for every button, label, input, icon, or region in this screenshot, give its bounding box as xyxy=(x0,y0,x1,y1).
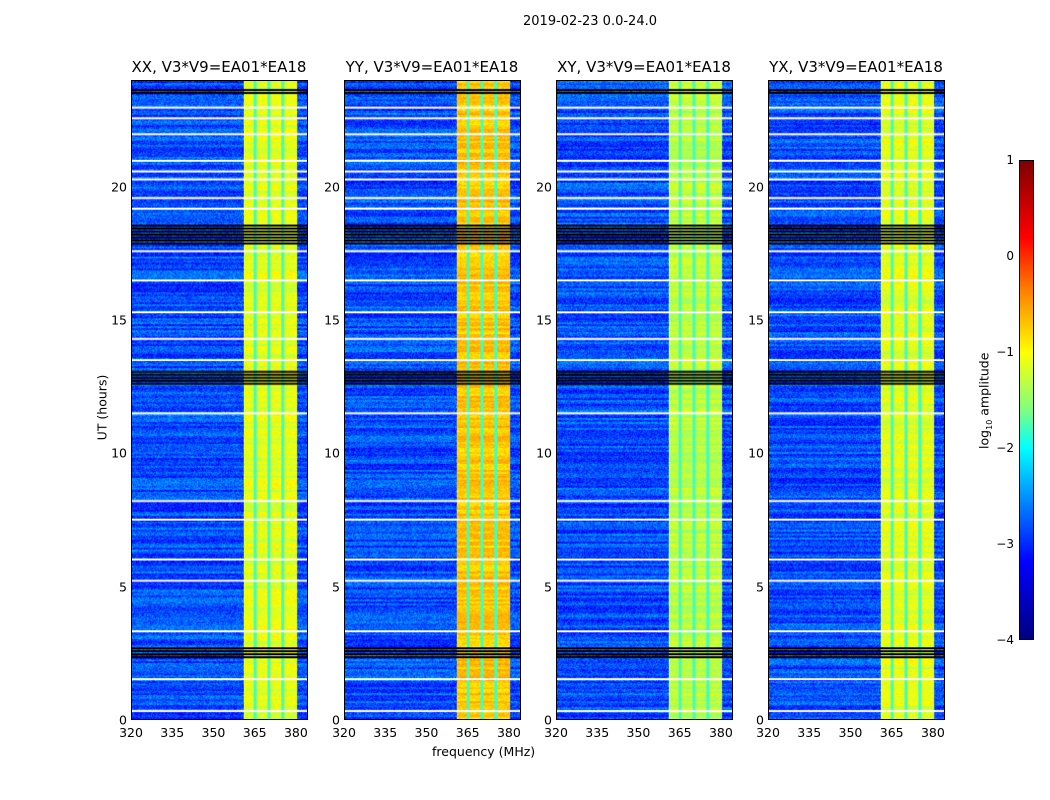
heatmap-panel xyxy=(344,80,521,720)
heatmap-panel xyxy=(131,80,308,720)
x-tick-label: 365 xyxy=(242,725,267,740)
y-tick-label: 15 xyxy=(324,312,340,328)
colorbar-label-log: log xyxy=(976,429,992,449)
y-tick-label: 10 xyxy=(748,445,764,461)
colorbar-tick-label: −4 xyxy=(996,633,1014,647)
y-tick-label: 20 xyxy=(748,179,764,195)
heatmap-image xyxy=(769,81,944,719)
x-tick-label: 320 xyxy=(756,725,780,740)
y-tick-label: 20 xyxy=(536,179,552,195)
x-axis-label: frequency (MHz) xyxy=(432,744,536,759)
x-tick-label: 365 xyxy=(455,725,480,740)
x-tick-label: 350 xyxy=(626,725,651,740)
x-tick-label: 350 xyxy=(201,725,226,740)
colorbar xyxy=(1019,160,1034,640)
x-tick-label: 365 xyxy=(667,725,692,740)
heatmap-panel xyxy=(556,80,733,720)
y-tick-label: 0 xyxy=(332,712,340,728)
colorbar-tick-label: −1 xyxy=(996,345,1014,359)
y-tick-label: 10 xyxy=(111,445,127,461)
x-tick-label: 380 xyxy=(283,725,308,740)
x-tick-label: 365 xyxy=(879,725,904,740)
y-tick-label: 5 xyxy=(544,579,552,595)
y-tick-label: 20 xyxy=(324,179,340,195)
y-tick-label: 5 xyxy=(756,579,764,595)
x-tick-label: 350 xyxy=(838,725,863,740)
panel-title: XX, V3*V9=EA01*EA18 xyxy=(131,58,307,76)
x-tick-label: 335 xyxy=(585,725,610,740)
colorbar-tick-label: −2 xyxy=(996,441,1014,455)
y-tick-label: 15 xyxy=(111,312,127,328)
panel-title: YY, V3*V9=EA01*EA18 xyxy=(345,58,519,76)
colorbar-label-sub: 10 xyxy=(984,419,994,430)
colorbar-label-rest: amplitude xyxy=(976,352,992,420)
y-tick-label: 0 xyxy=(756,712,764,728)
x-tick-label: 380 xyxy=(496,725,521,740)
x-tick-label: 380 xyxy=(920,725,945,740)
x-tick-label: 380 xyxy=(708,725,733,740)
colorbar-tick-label: 1 xyxy=(1006,153,1014,167)
x-tick-label: 335 xyxy=(373,725,398,740)
panel-title: YX, V3*V9=EA01*EA18 xyxy=(769,58,943,76)
y-tick-label: 10 xyxy=(324,445,340,461)
y-tick-label: 5 xyxy=(332,579,340,595)
y-tick-label: 15 xyxy=(536,312,552,328)
heatmap-image xyxy=(345,81,520,719)
y-tick-label: 0 xyxy=(119,712,127,728)
x-tick-label: 320 xyxy=(544,725,568,740)
colorbar-tick-label: 0 xyxy=(1006,249,1014,263)
x-tick-label: 320 xyxy=(332,725,356,740)
x-tick-label: 350 xyxy=(414,725,439,740)
panel-title: XY, V3*V9=EA01*EA18 xyxy=(557,58,731,76)
figure-title: 2019-02-23 0.0-24.0 xyxy=(523,14,657,29)
y-tick-label: 20 xyxy=(111,179,127,195)
x-tick-label: 335 xyxy=(797,725,822,740)
x-tick-label: 320 xyxy=(119,725,143,740)
y-tick-label: 15 xyxy=(748,312,764,328)
colorbar-tick-label: −3 xyxy=(996,537,1014,551)
heatmap-image xyxy=(132,81,307,719)
y-axis-label: UT (hours) xyxy=(94,374,110,441)
colorbar-label: log10 amplitude xyxy=(976,346,994,456)
y-tick-label: 0 xyxy=(544,712,552,728)
heatmap-image xyxy=(557,81,732,719)
y-tick-label: 5 xyxy=(119,579,127,595)
x-tick-label: 335 xyxy=(160,725,185,740)
y-tick-label: 10 xyxy=(536,445,552,461)
heatmap-panel xyxy=(768,80,945,720)
